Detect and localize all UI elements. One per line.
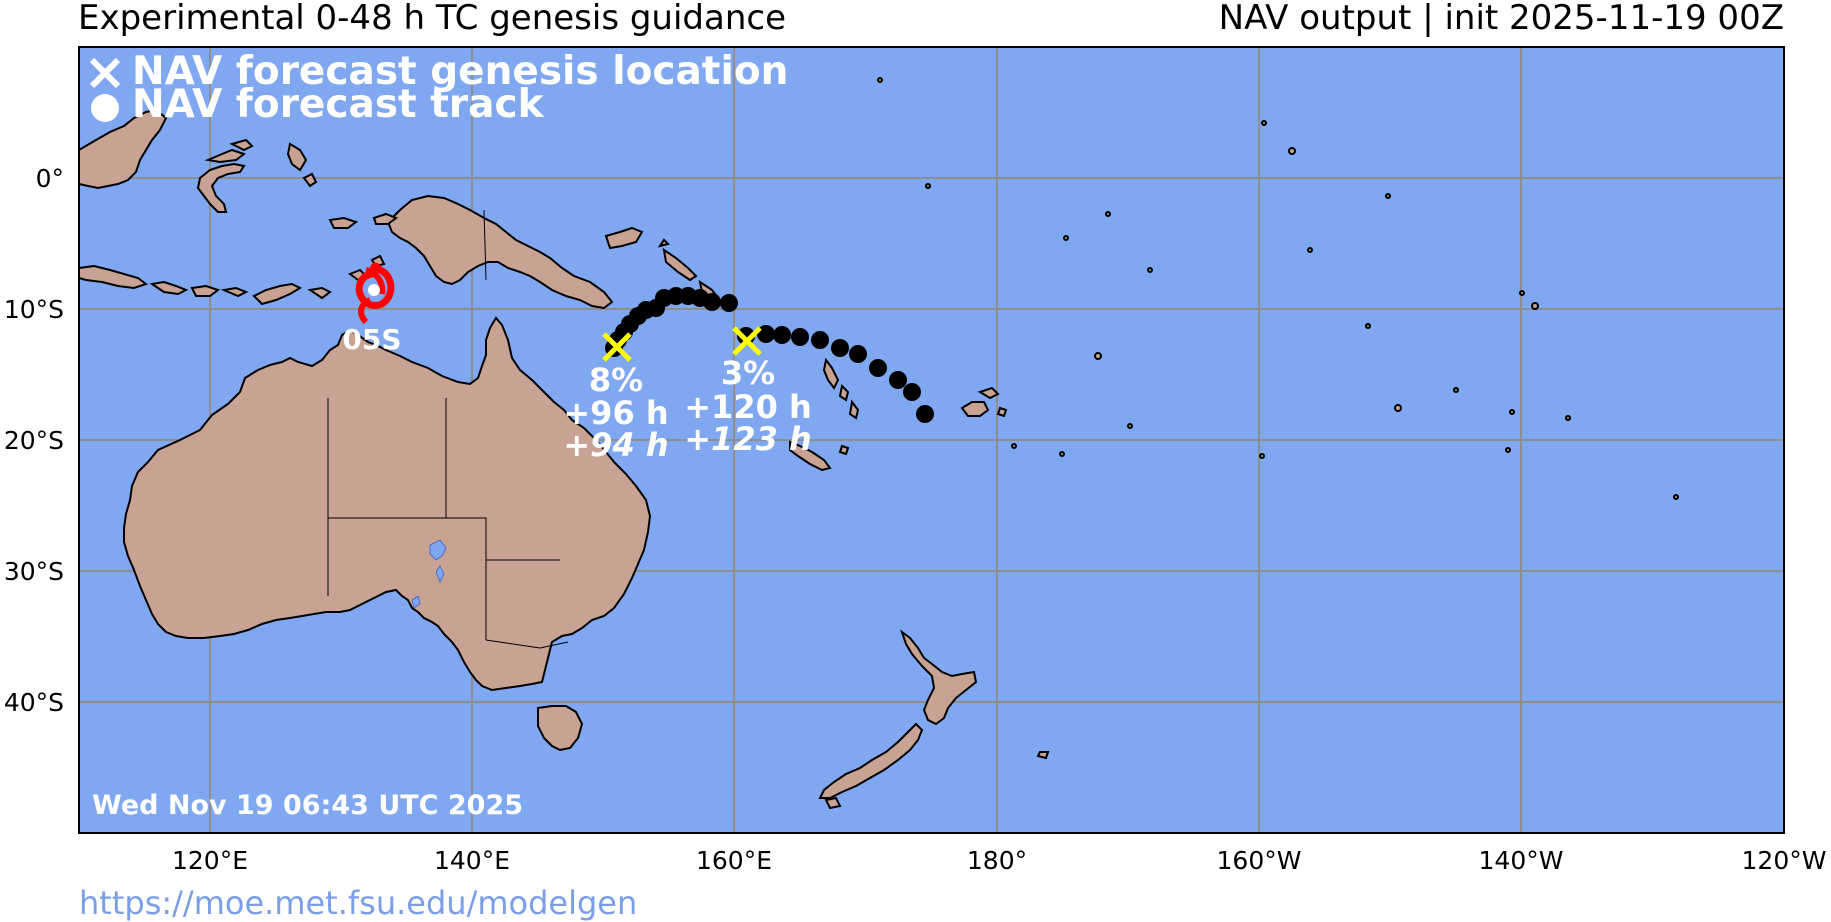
map-legend: NAV forecast genesis location NAV foreca…	[89, 49, 788, 127]
lon-tick-label: 120°E	[172, 846, 248, 875]
genesis-1-lead-time-alt: +94 h	[563, 426, 668, 464]
australia-landmass	[123, 316, 652, 692]
lat-tick-label: 30°S	[4, 557, 64, 586]
track-point	[773, 326, 791, 344]
genesis-2-lead-time: +120 h	[684, 388, 812, 426]
solomon-islands	[662, 247, 698, 282]
longitude-tick-labels: 120°E 140°E 160°E 180° 160°W 140°W 120°W	[172, 846, 1826, 875]
track-legend-icon	[91, 94, 119, 122]
track-point	[831, 339, 849, 357]
legend-track-label: NAV forecast track	[132, 82, 545, 127]
track-point	[703, 293, 721, 311]
borneo	[79, 108, 168, 190]
lat-tick-label: 10°S	[4, 295, 64, 324]
genesis-marker-2	[732, 326, 762, 356]
lon-tick-label: 120°W	[1742, 846, 1827, 875]
genesis-legend-icon	[89, 57, 121, 89]
track-point	[916, 405, 934, 423]
new-guinea	[386, 194, 614, 310]
genesis-2-probability: 3%	[721, 354, 775, 392]
lon-tick-label: 160°E	[696, 846, 772, 875]
map-panel	[78, 46, 1785, 834]
lon-tick-label: 180°	[967, 846, 1027, 875]
sulawesi	[196, 162, 246, 213]
lon-tick-label: 140°E	[434, 846, 510, 875]
vanuatu	[822, 357, 840, 390]
tasmania	[537, 705, 584, 752]
new-zealand-south-island	[818, 722, 924, 799]
track-point	[791, 328, 809, 346]
tropical-cyclone-icon	[355, 262, 395, 325]
track-point	[849, 345, 867, 363]
lake-eyre	[429, 539, 447, 561]
genesis-2-lead-time-alt: +123 h	[684, 420, 812, 458]
track-point	[720, 294, 738, 312]
storm-id-label: 05S	[342, 323, 401, 356]
new-caledonia	[789, 440, 832, 472]
lat-tick-label: 20°S	[4, 426, 64, 455]
halmahera	[286, 142, 308, 172]
track-point	[869, 359, 887, 377]
timor	[252, 282, 303, 306]
latitude-tick-labels: 0° 10°S 20°S 30°S 40°S	[4, 164, 64, 717]
track-point	[811, 331, 829, 349]
fiji	[960, 401, 990, 417]
source-url-link[interactable]: https://moe.met.fsu.edu/modelgen	[79, 884, 637, 922]
render-timestamp: Wed Nov 19 06:43 UTC 2025	[92, 790, 523, 821]
lat-tick-label: 0°	[36, 164, 64, 193]
australia-state-borders	[327, 398, 569, 649]
chart-title: Experimental 0-48 h TC genesis guidance	[78, 0, 786, 38]
legend-genesis-label: NAV forecast genesis location	[132, 49, 788, 94]
track-point	[889, 371, 907, 389]
pacific-islands	[877, 77, 1679, 500]
track-point	[903, 383, 921, 401]
new-zealand-north-island	[900, 629, 978, 726]
genesis-1-lead-time: +96 h	[563, 394, 668, 432]
genesis-1-probability: 8%	[589, 361, 643, 399]
lon-tick-label: 140°W	[1479, 846, 1564, 875]
lat-tick-label: 40°S	[4, 688, 64, 717]
map-border	[78, 46, 1785, 834]
model-init-label: NAV output | init 2025-11-19 00Z	[1219, 0, 1784, 38]
java	[79, 264, 149, 290]
genesis-marker-1	[602, 332, 632, 362]
lon-tick-label: 160°W	[1217, 846, 1302, 875]
new-britain	[604, 226, 644, 250]
